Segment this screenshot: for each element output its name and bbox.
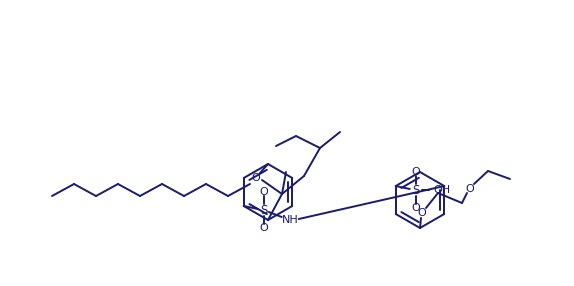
Text: NH: NH [281,215,298,225]
Text: O: O [418,208,426,218]
Text: S: S [412,184,420,196]
Text: S: S [260,204,267,217]
Text: OH: OH [434,185,451,195]
Text: O: O [466,184,474,194]
Text: O: O [251,173,261,183]
Text: O: O [259,187,268,197]
Text: O: O [412,167,420,177]
Text: O: O [412,203,420,213]
Text: O: O [259,223,268,233]
